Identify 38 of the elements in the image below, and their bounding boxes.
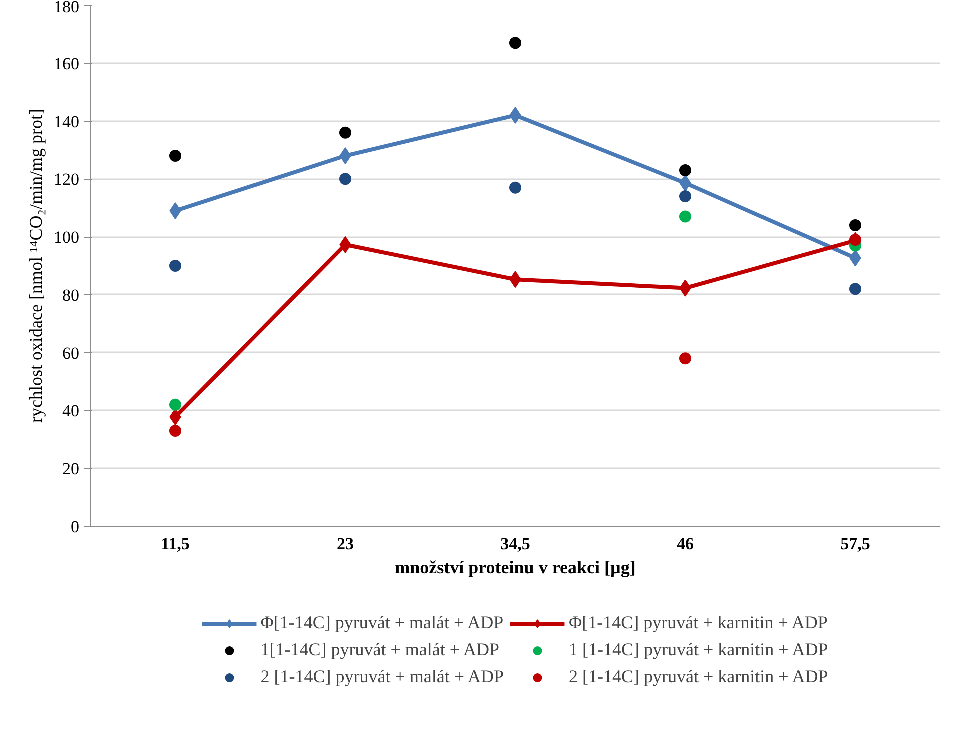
y-tick-label: 120 bbox=[54, 170, 80, 190]
point bbox=[680, 210, 692, 223]
y-tick-label: 160 bbox=[54, 54, 80, 74]
x-tick-label: 34,5 bbox=[500, 534, 530, 554]
point bbox=[850, 234, 862, 246]
x-tick-label: 23 bbox=[337, 534, 354, 554]
legend-label: 1 [1-14C] pyruvát + karnitin + ADP bbox=[569, 640, 828, 660]
point bbox=[170, 424, 182, 437]
x-tick-label: 57,5 bbox=[840, 534, 870, 554]
y-tick-label: 20 bbox=[62, 460, 80, 479]
x-tick-label: 46 bbox=[677, 534, 694, 554]
y-tick-label: 180 bbox=[54, 0, 80, 16]
y-tick-label: 60 bbox=[62, 344, 80, 363]
point bbox=[340, 173, 352, 186]
point bbox=[680, 164, 692, 176]
y-tick-label: 80 bbox=[62, 286, 80, 305]
legend-label: 1[1-14C] pyruvát + malát + ADP bbox=[260, 640, 500, 660]
y-tick-label: 100 bbox=[54, 228, 80, 248]
point bbox=[170, 260, 182, 272]
legend-label: 2 [1-14C] pyruvát + karnitin + ADP bbox=[569, 666, 828, 688]
point bbox=[680, 352, 692, 365]
point bbox=[170, 398, 182, 411]
point bbox=[170, 150, 182, 162]
y-axis-title: rychlost oxidace [nmol ¹⁴CO₂/min/mg prot] bbox=[26, 109, 46, 423]
x-axis-title: množství proteinu v reakci [µg] bbox=[395, 558, 636, 578]
point bbox=[850, 283, 862, 296]
point bbox=[510, 182, 522, 194]
legend-label: Φ[1-14C] pyruvát + karnitin + ADP bbox=[569, 612, 828, 634]
point bbox=[680, 190, 692, 203]
y-tick-label: 0 bbox=[71, 518, 80, 536]
x-tick-label: 11,5 bbox=[161, 534, 190, 554]
point bbox=[340, 126, 352, 139]
point bbox=[510, 37, 522, 50]
y-tick-label: 40 bbox=[62, 402, 80, 421]
legend-label: 2 [1-14C] pyruvát + malát + ADP bbox=[260, 666, 504, 688]
point bbox=[850, 219, 862, 232]
y-tick-label: 140 bbox=[54, 112, 80, 132]
legend-label: Φ[1-14C] pyruvát + malát + ADP bbox=[260, 612, 504, 634]
